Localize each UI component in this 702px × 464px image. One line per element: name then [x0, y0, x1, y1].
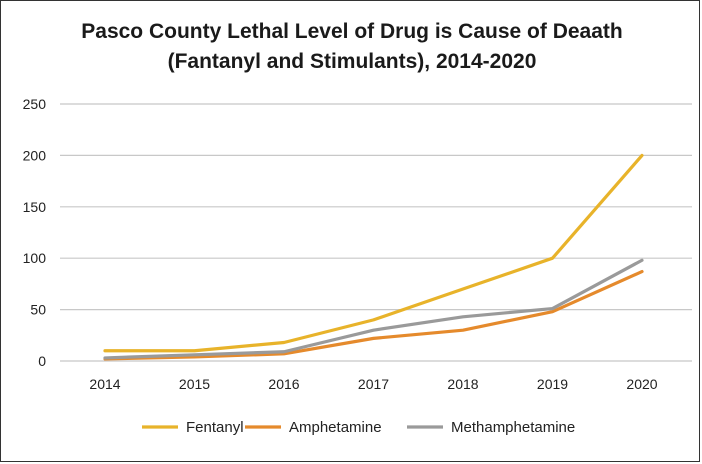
series-lines [103, 153, 644, 361]
legend-label-methamphetamine: Methamphetamine [451, 419, 575, 436]
y-tick-label: 50 [30, 302, 46, 318]
y-tick-label: 0 [38, 353, 46, 369]
x-tick-label: 2018 [447, 376, 478, 392]
legend-label-fentanyl: Fentanyl [186, 419, 244, 436]
chart-title: Pasco County Lethal Level of Drug is Cau… [1, 17, 702, 77]
legend-label-amphetamine: Amphetamine [289, 419, 382, 436]
y-tick-label: 150 [23, 199, 47, 215]
gridlines [60, 103, 692, 362]
y-axis-ticks: 0 50 100 150 200 250 [23, 96, 47, 369]
x-tick-label: 2014 [89, 376, 120, 392]
chart-title-line2: (Fantanyl and Stimulants), 2014-2020 [167, 50, 537, 73]
chart-title-line1: Pasco County Lethal Level of Drug is Cau… [81, 20, 623, 43]
x-tick-label: 2015 [179, 376, 210, 392]
series-line-amphetamine [103, 269, 644, 361]
x-axis-ticks: 2014 2015 2016 2017 2018 2019 2020 [89, 376, 657, 392]
series-line-fentanyl [103, 153, 644, 353]
x-tick-label: 2019 [537, 376, 568, 392]
x-tick-label: 2020 [626, 376, 657, 392]
y-tick-label: 100 [23, 250, 47, 266]
x-tick-label: 2016 [268, 376, 299, 392]
y-tick-label: 200 [23, 147, 47, 163]
y-tick-label: 250 [23, 96, 47, 112]
legend: Fentanyl Amphetamine Methamphetamine [142, 419, 575, 436]
x-tick-label: 2017 [358, 376, 389, 392]
